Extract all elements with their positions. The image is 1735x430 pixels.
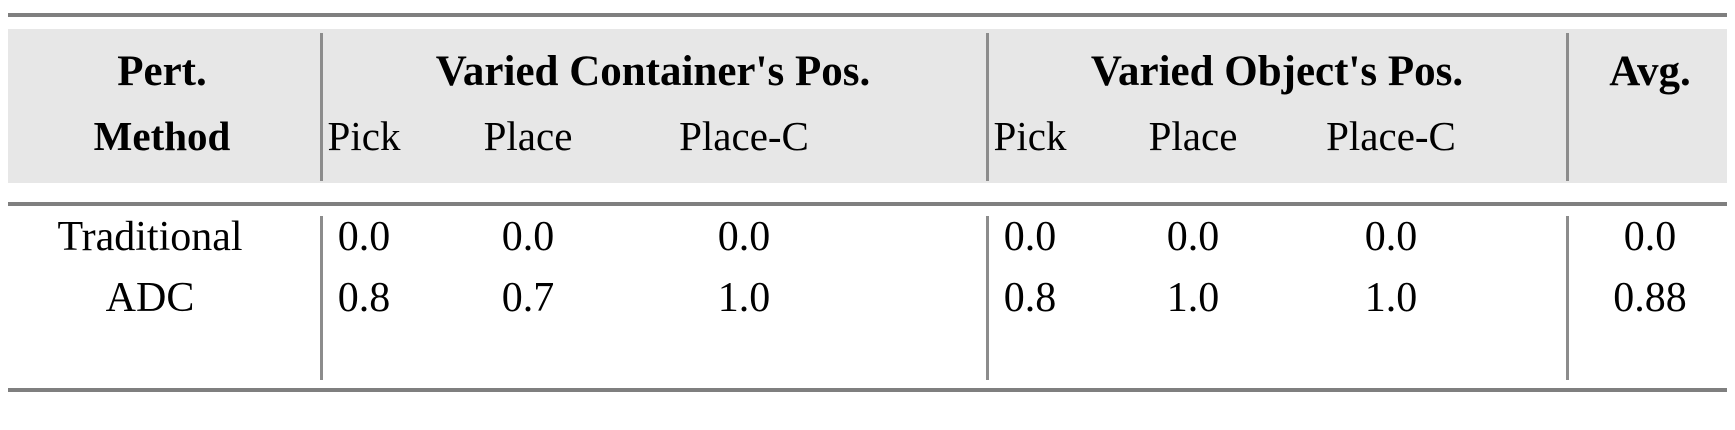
header-pert-line2: Method <box>93 113 231 159</box>
header-shading <box>8 29 1727 183</box>
group-header-varied-object-pos: Varied Object's Pos. <box>1090 48 1464 95</box>
subheader-container-place-c: Place-C <box>679 113 809 159</box>
body-separator-1 <box>320 216 323 380</box>
cell-adc-container-place-c: 1.0 <box>717 275 771 321</box>
top-rule <box>8 13 1727 17</box>
cell-traditional-container-place: 0.0 <box>501 214 555 260</box>
mid-rule <box>8 202 1727 206</box>
body-separator-3 <box>1566 216 1569 380</box>
cell-traditional-avg: 0.0 <box>1623 214 1677 260</box>
cell-adc-container-place: 0.7 <box>501 275 555 321</box>
body-separator-2 <box>986 216 989 380</box>
cell-adc-container-pick: 0.8 <box>337 275 391 321</box>
subheader-object-place: Place <box>1148 113 1238 159</box>
header-separator-1 <box>320 33 323 181</box>
subheader-container-place: Place <box>483 113 573 159</box>
row-label-adc: ADC <box>105 275 195 321</box>
header-separator-2 <box>986 33 989 181</box>
subheader-object-place-c: Place-C <box>1326 113 1456 159</box>
cell-traditional-object-pick: 0.0 <box>1003 214 1057 260</box>
group-header-varied-container-pos: Varied Container's Pos. <box>435 48 871 95</box>
header-pert-line1: Pert. <box>117 48 207 95</box>
cell-adc-object-pick: 0.8 <box>1003 275 1057 321</box>
subheader-object-pick: Pick <box>993 113 1067 159</box>
header-separator-3 <box>1566 33 1569 181</box>
cell-traditional-object-place-c: 0.0 <box>1364 214 1418 260</box>
bottom-rule <box>8 388 1727 392</box>
cell-adc-avg: 0.88 <box>1613 275 1687 321</box>
subheader-container-pick: Pick <box>327 113 401 159</box>
group-header-avg: Avg. <box>1609 48 1691 95</box>
row-label-traditional: Traditional <box>57 214 243 260</box>
cell-adc-object-place: 1.0 <box>1166 275 1220 321</box>
cell-adc-object-place-c: 1.0 <box>1364 275 1418 321</box>
cell-traditional-container-place-c: 0.0 <box>717 214 771 260</box>
cell-traditional-container-pick: 0.0 <box>337 214 391 260</box>
cell-traditional-object-place: 0.0 <box>1166 214 1220 260</box>
